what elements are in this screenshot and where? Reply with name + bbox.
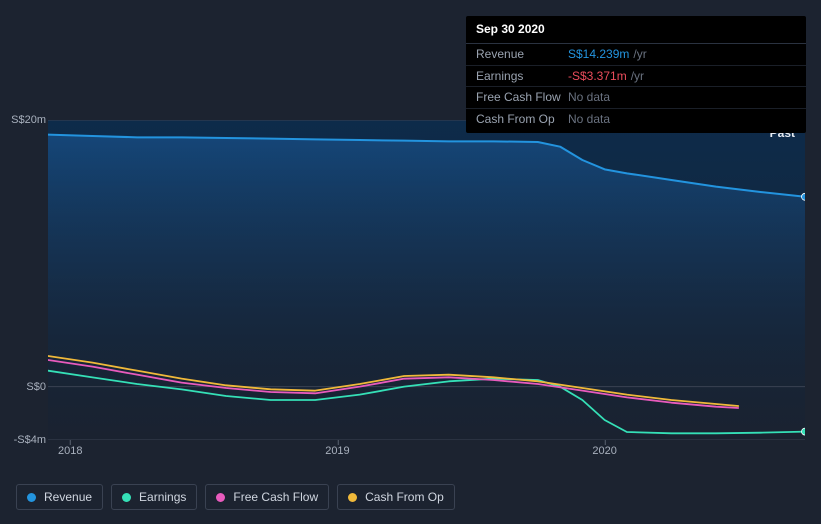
tooltip-row-suffix: /yr [631,68,644,85]
chart-tooltip: Sep 30 2020 RevenueS$14.239m/yrEarnings-… [466,16,806,133]
x-axis-tick: 2019 [325,445,349,457]
legend-swatch-icon [216,493,225,502]
legend-swatch-icon [27,493,36,502]
tooltip-row-suffix: /yr [633,46,646,63]
legend-item-cfo[interactable]: Cash From Op [337,484,455,510]
earnings-revenue-chart: S$20mS$0-S$4m Past 201820192020 [16,120,805,460]
tooltip-row-value: -S$3.371m [568,68,627,85]
legend-item-earnings[interactable]: Earnings [111,484,197,510]
x-axis-tick: 2020 [592,445,616,457]
tooltip-nodata: No data [568,89,610,106]
legend-item-label: Revenue [44,490,92,504]
tooltip-row-label: Revenue [476,46,568,63]
x-axis-labels: 2018 2019 2020 [48,445,805,465]
chart-legend: Revenue Earnings Free Cash Flow Cash From O… [16,484,455,510]
tooltip-nodata: No data [568,111,610,128]
tooltip-row-label: Cash From Op [476,111,568,128]
legend-item-fcf[interactable]: Free Cash Flow [205,484,329,510]
legend-item-label: Cash From Op [365,490,444,504]
tooltip-row: Earnings-S$3.371m/yr [466,66,806,88]
legend-item-label: Earnings [139,490,186,504]
tooltip-row: Cash From OpNo data [466,109,806,133]
chart-plot-area[interactable]: Past [48,120,805,440]
y-axis-labels: S$20mS$0-S$4m [16,120,48,460]
tooltip-row-label: Free Cash Flow [476,89,568,106]
tooltip-row-label: Earnings [476,68,568,85]
x-axis-tick-label: 2019 [325,445,349,457]
x-axis-tick-label: 2018 [58,445,82,457]
y-axis-tick-label: -S$4m [14,434,46,446]
y-axis-tick-label: S$20m [11,114,46,126]
x-axis-tick-label: 2020 [592,445,616,457]
tooltip-date: Sep 30 2020 [466,16,806,44]
legend-item-label: Free Cash Flow [233,490,318,504]
tooltip-row: Free Cash FlowNo data [466,87,806,109]
tooltip-row-value: S$14.239m [568,46,629,63]
y-axis-tick-label: S$0 [26,381,46,393]
legend-swatch-icon [348,493,357,502]
tooltip-row: RevenueS$14.239m/yr [466,44,806,66]
legend-swatch-icon [122,493,131,502]
x-axis-tick: 2018 [58,445,82,457]
legend-item-revenue[interactable]: Revenue [16,484,103,510]
